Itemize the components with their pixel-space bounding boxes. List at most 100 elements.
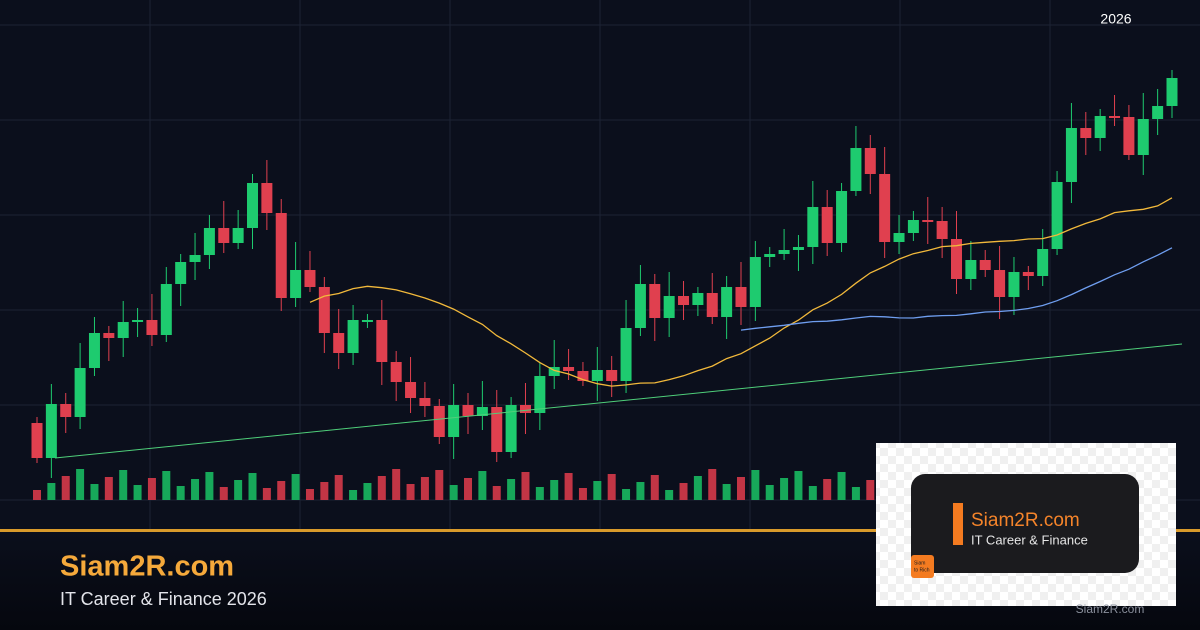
volume-bar <box>636 482 645 500</box>
watermark: Siam2R.com <box>1076 602 1145 616</box>
volume-bar <box>47 483 56 500</box>
candle <box>103 333 115 338</box>
candle <box>994 270 1006 297</box>
candle <box>649 284 661 318</box>
divider <box>0 529 1200 532</box>
volume-bar <box>808 486 817 500</box>
moving-average <box>309 197 1173 387</box>
candle <box>979 260 991 270</box>
candle <box>893 233 905 242</box>
volume-bar <box>550 480 559 500</box>
volume-bar <box>147 478 156 500</box>
candle <box>563 367 575 371</box>
volume-bar <box>234 480 243 500</box>
candle <box>31 423 43 458</box>
candle <box>476 407 488 416</box>
card-title: Siam2R.com <box>971 510 1080 531</box>
volume-bar <box>665 490 674 500</box>
candle <box>807 207 819 247</box>
candle <box>936 221 948 239</box>
volume-bar <box>708 469 717 500</box>
candle <box>678 296 690 305</box>
volume-bar <box>679 483 688 500</box>
candle <box>864 148 876 174</box>
volume-bar <box>104 477 113 500</box>
volume-bar <box>751 470 760 500</box>
candle <box>965 260 977 279</box>
volume-bar <box>851 487 860 500</box>
volume-bar <box>176 486 185 500</box>
volume-bar <box>794 471 803 500</box>
candle <box>950 239 962 279</box>
candle <box>74 368 86 417</box>
volume-bar <box>90 484 99 500</box>
candle <box>376 320 388 362</box>
candle <box>836 191 848 243</box>
volume-bar <box>248 473 257 500</box>
candle <box>735 287 747 307</box>
volume-bar <box>191 479 200 500</box>
volume-bar <box>377 476 386 500</box>
candle <box>1051 182 1063 249</box>
candle <box>1080 128 1092 138</box>
candle <box>534 376 546 413</box>
candle <box>433 406 445 437</box>
candle <box>333 333 345 353</box>
volume-bar <box>392 469 401 500</box>
candle <box>175 262 187 284</box>
candle <box>419 398 431 406</box>
volume-bar <box>406 484 415 500</box>
candle <box>922 220 934 222</box>
volume-bar <box>133 485 142 500</box>
candle <box>318 287 330 333</box>
card-accent <box>953 503 963 545</box>
moving-average <box>740 247 1173 331</box>
candle <box>1065 128 1077 182</box>
candle <box>606 370 618 381</box>
candle <box>505 405 517 452</box>
candle <box>1094 116 1106 138</box>
candle <box>60 404 72 417</box>
candle <box>189 255 201 262</box>
candle <box>663 296 675 318</box>
volume-bar <box>866 480 875 500</box>
volume-bar <box>823 479 832 500</box>
candle <box>1166 78 1178 106</box>
candle <box>577 371 589 381</box>
volume-bar <box>650 475 659 500</box>
volume-bar <box>780 478 789 500</box>
volume-bar <box>61 476 70 500</box>
candle <box>850 148 862 191</box>
volume-bar <box>478 471 487 500</box>
card-subtitle: IT Career & Finance <box>971 532 1088 547</box>
candle <box>290 270 302 298</box>
volume-bar <box>736 477 745 500</box>
volume-bar <box>507 479 516 500</box>
volume-bar <box>521 472 530 500</box>
candle <box>247 183 259 228</box>
card-icon <box>911 555 934 578</box>
brand-subtitle: IT Career & Finance 2026 <box>60 589 267 609</box>
candle <box>117 322 129 338</box>
volume-bar <box>622 489 631 500</box>
volume-bar <box>119 470 128 500</box>
candle <box>132 320 144 322</box>
volume-bar <box>535 487 544 500</box>
candle <box>792 247 804 250</box>
icon-text: Siam <box>914 560 925 566</box>
volume-bar <box>305 489 314 500</box>
logo-card: Siam2R.com IT Career & Finance Siam to R… <box>876 443 1176 606</box>
volume-bar <box>593 481 602 500</box>
candle <box>45 404 57 458</box>
year-label: 2026 <box>1100 11 1131 27</box>
candle <box>907 220 919 233</box>
candle <box>634 284 646 328</box>
volume-bar <box>449 485 458 500</box>
volume-bar <box>205 472 214 500</box>
candle <box>448 405 460 437</box>
candle <box>706 293 718 317</box>
volume-bar <box>722 484 731 500</box>
candle <box>218 228 230 243</box>
volume-bar <box>564 473 573 500</box>
